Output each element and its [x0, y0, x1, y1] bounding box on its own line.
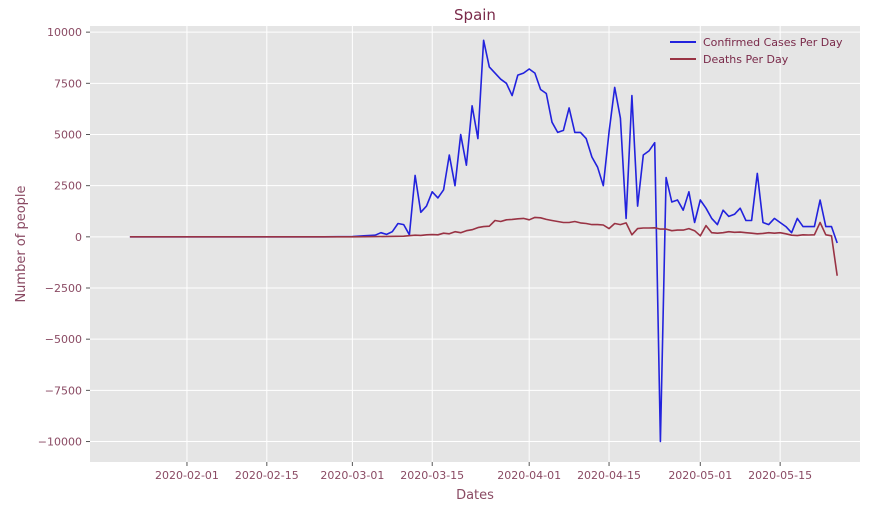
x-tick-label: 2020-04-15: [577, 469, 641, 482]
legend: Confirmed Cases Per Day Deaths Per Day: [670, 36, 843, 66]
y-tick-label: 0: [75, 231, 82, 244]
y-axis-ticks: 10000 7500 5000 2500 0 −2500 −5000 −7500 −10000: [38, 26, 90, 449]
x-tick-label: 2020-03-01: [320, 469, 384, 482]
y-axis-label: Number of people: [14, 185, 29, 302]
y-tick-label: 2500: [54, 180, 82, 193]
x-axis-label: Dates: [456, 488, 494, 503]
x-tick-label: 2020-05-01: [668, 469, 732, 482]
series-layer: [129, 39, 838, 443]
y-tick-label: −10000: [38, 436, 82, 449]
y-tick-label: −7500: [45, 384, 82, 397]
legend-label-confirmed: Confirmed Cases Per Day: [703, 36, 843, 49]
x-tick-label: 2020-04-01: [497, 469, 561, 482]
x-tick-label: 2020-03-15: [400, 469, 464, 482]
series-line-confirmed: [129, 39, 838, 443]
y-tick-label: 10000: [47, 26, 82, 39]
legend-label-deaths: Deaths Per Day: [703, 53, 789, 66]
x-tick-label: 2020-02-15: [235, 469, 299, 482]
y-tick-label: −2500: [45, 282, 82, 295]
x-tick-label: 2020-05-15: [748, 469, 812, 482]
x-axis-ticks: 2020-02-01 2020-02-15 2020-03-01 2020-03-15…: [155, 462, 812, 482]
y-tick-label: 7500: [54, 77, 82, 90]
plot-background: [90, 26, 860, 462]
x-tick-label: 2020-02-01: [155, 469, 219, 482]
series-line-deaths: [129, 216, 838, 276]
chart-title: Spain: [454, 6, 496, 24]
y-tick-label: 5000: [54, 128, 82, 141]
grid: [90, 26, 860, 462]
y-tick-label: −5000: [45, 333, 82, 346]
